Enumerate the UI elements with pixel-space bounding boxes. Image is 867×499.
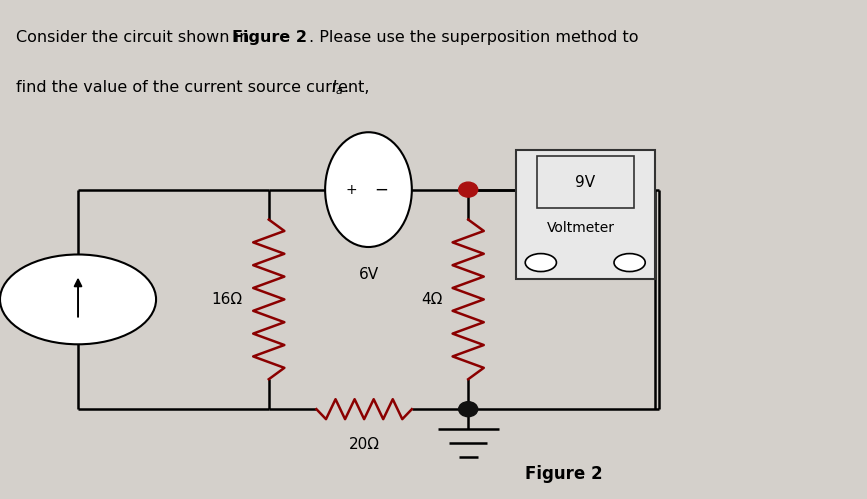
Text: Voltmeter: Voltmeter bbox=[547, 221, 615, 235]
Text: 20Ω: 20Ω bbox=[349, 437, 380, 452]
Text: find the value of the current source current,: find the value of the current source cur… bbox=[16, 80, 375, 95]
Bar bbox=[537, 156, 634, 208]
Ellipse shape bbox=[614, 253, 645, 271]
Text: +: + bbox=[345, 183, 357, 197]
Text: $I_a$.: $I_a$. bbox=[331, 78, 349, 97]
Text: Figure 2: Figure 2 bbox=[525, 465, 603, 483]
Ellipse shape bbox=[525, 253, 557, 271]
Bar bbox=[516, 150, 655, 279]
Text: Figure 2: Figure 2 bbox=[232, 30, 308, 45]
Ellipse shape bbox=[459, 182, 478, 197]
Text: 16Ω: 16Ω bbox=[212, 292, 243, 307]
Ellipse shape bbox=[0, 254, 156, 344]
Text: 4Ω: 4Ω bbox=[420, 292, 442, 307]
Text: . Please use the superposition method to: . Please use the superposition method to bbox=[309, 30, 638, 45]
Text: 9V: 9V bbox=[575, 175, 596, 190]
Text: −: − bbox=[375, 181, 388, 199]
Ellipse shape bbox=[325, 132, 412, 247]
Ellipse shape bbox=[459, 402, 478, 417]
Text: 6V: 6V bbox=[358, 267, 379, 282]
Text: Consider the circuit shown in: Consider the circuit shown in bbox=[16, 30, 254, 45]
